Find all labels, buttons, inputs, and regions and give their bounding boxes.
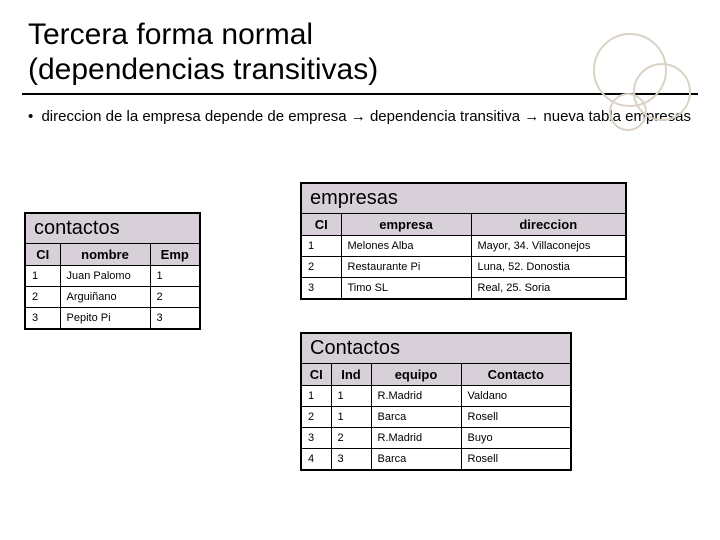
column-header: CI	[301, 364, 331, 386]
cell: Rosell	[461, 449, 571, 471]
cell: Timo SL	[341, 278, 471, 300]
cell: Valdano	[461, 386, 571, 407]
cell: Buyo	[461, 428, 571, 449]
table-row: 2 1 Barca Rosell	[301, 407, 571, 428]
cell: R.Madrid	[371, 386, 461, 407]
cell: Barca	[371, 449, 461, 471]
table-contactos: contactos CI nombre Emp 1 Juan Palomo 1 …	[24, 212, 201, 330]
table-row: 2 Restaurante Pi Luna, 52. Donostia	[301, 257, 626, 278]
column-header: equipo	[371, 364, 461, 386]
title-line-2: (dependencias transitivas)	[28, 53, 378, 86]
slide-title: Tercera forma normal (dependencias trans…	[0, 0, 720, 87]
cell: 2	[301, 407, 331, 428]
cell: Luna, 52. Donostia	[471, 257, 626, 278]
deco-circle	[610, 94, 646, 130]
cell: 1	[301, 386, 331, 407]
column-header: Contacto	[461, 364, 571, 386]
cell: 3	[301, 278, 341, 300]
cell: R.Madrid	[371, 428, 461, 449]
table-title: empresas	[301, 183, 626, 214]
cell: 3	[331, 449, 371, 471]
cell: Restaurante Pi	[341, 257, 471, 278]
table-row: 3 Timo SL Real, 25. Soria	[301, 278, 626, 300]
table-row: 1 Juan Palomo 1	[25, 266, 200, 287]
cell: Juan Palomo	[60, 266, 150, 287]
table-row: 3 2 R.Madrid Buyo	[301, 428, 571, 449]
column-header: Emp	[150, 244, 200, 266]
table-contactos-2: Contactos CI Ind equipo Contacto 1 1 R.M…	[300, 332, 572, 471]
table-row: 3 Pepito Pi 3	[25, 308, 200, 330]
cell: Pepito Pi	[60, 308, 150, 330]
cell: 1	[331, 386, 371, 407]
cell: 2	[301, 257, 341, 278]
cell: 3	[301, 428, 331, 449]
cell: 1	[25, 266, 60, 287]
title-line-1: Tercera forma normal	[28, 18, 313, 51]
cell: 4	[301, 449, 331, 471]
column-header: direccion	[471, 214, 626, 236]
cell: Arguiñano	[60, 287, 150, 308]
cell: 2	[150, 287, 200, 308]
bullet-dot: •	[28, 108, 33, 125]
table-row: 1 1 R.Madrid Valdano	[301, 386, 571, 407]
cell: 2	[331, 428, 371, 449]
cell: Mayor, 34. Villaconejos	[471, 236, 626, 257]
column-header: CI	[25, 244, 60, 266]
cell: Melones Alba	[341, 236, 471, 257]
column-header: nombre	[60, 244, 150, 266]
cell: Real, 25. Soria	[471, 278, 626, 300]
cell: 1	[331, 407, 371, 428]
table-row: 2 Arguiñano 2	[25, 287, 200, 308]
table-row: 1 Melones Alba Mayor, 34. Villaconejos	[301, 236, 626, 257]
cell: Rosell	[461, 407, 571, 428]
table-empresas: empresas CI empresa direccion 1 Melones …	[300, 182, 627, 300]
cell: 3	[25, 308, 60, 330]
column-header: Ind	[331, 364, 371, 386]
cell: 2	[25, 287, 60, 308]
cell: 3	[150, 308, 200, 330]
table-row: 4 3 Barca Rosell	[301, 449, 571, 471]
column-header: empresa	[341, 214, 471, 236]
table-title: contactos	[25, 213, 200, 244]
cell: Barca	[371, 407, 461, 428]
column-header: CI	[301, 214, 341, 236]
table-title: Contactos	[301, 333, 571, 364]
cell: 1	[301, 236, 341, 257]
cell: 1	[150, 266, 200, 287]
